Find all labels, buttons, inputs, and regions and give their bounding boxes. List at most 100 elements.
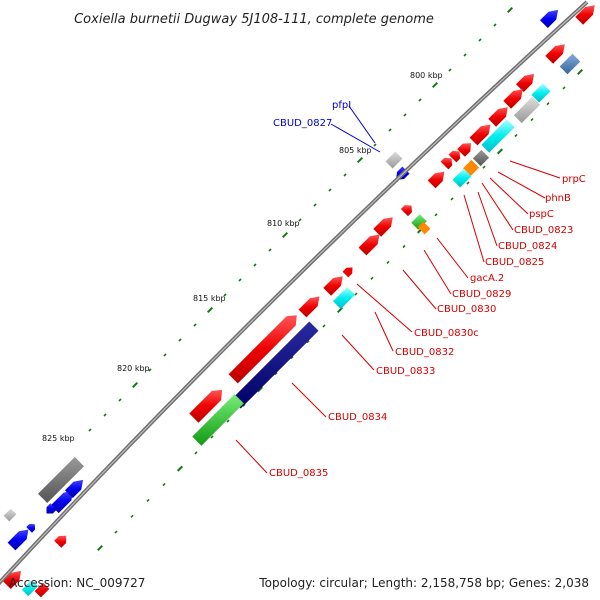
feature-red-e[interactable] (469, 124, 491, 146)
feature-orange-b[interactable] (417, 221, 431, 235)
feature-blue-e[interactable] (7, 529, 29, 551)
feature-red-CBUD_0833[interactable] (228, 315, 297, 384)
tick-row-inner-tick (497, 148, 503, 155)
tick-row-inner-tick (402, 244, 406, 249)
feature-red-l[interactable] (358, 234, 380, 256)
gene-features (3, 5, 595, 598)
feature-cyan-b[interactable] (481, 119, 515, 153)
feature-steel[interactable] (559, 53, 581, 75)
feature-cyan-d[interactable] (333, 287, 355, 309)
tick-row-inner-tick (576, 68, 584, 76)
tick-row-outer-tick (148, 368, 152, 372)
gene-label-CBUD_0833[interactable]: CBUD_0833 (376, 366, 435, 377)
tick-row-inner-tick (530, 118, 534, 122)
tick-row-outer-tick (493, 23, 497, 27)
gene-label-CBUD_0829[interactable]: CBUD_0829 (452, 289, 511, 300)
feature-red-r[interactable] (3, 570, 22, 589)
feature-blue-c[interactable] (65, 479, 84, 498)
leader-line-0 (509, 160, 561, 179)
tick-row-inner-tick (114, 530, 118, 534)
leader-line-9 (356, 283, 413, 333)
tick-row-outer-tick (206, 306, 214, 314)
tick-row-outer-tick (253, 263, 257, 267)
feature-cyan-c[interactable] (452, 168, 472, 188)
gene-label-CBUD_0830c[interactable]: CBUD_0830c (414, 328, 479, 339)
feature-navy-CBUD_0834[interactable] (231, 321, 319, 409)
gene-label-CBUD_0832[interactable]: CBUD_0832 (395, 347, 454, 358)
feature-red-b[interactable] (516, 73, 535, 92)
tick-row-outer-tick (448, 68, 452, 72)
gene-label-CBUD_0827[interactable]: CBUD_0827 (273, 118, 332, 129)
feature-blue-d[interactable] (46, 503, 57, 514)
tick-dots (88, 6, 584, 552)
feature-red-d[interactable] (488, 107, 508, 127)
feature-red-j[interactable] (400, 205, 412, 217)
scale-label-805: 805 kbp (339, 146, 372, 155)
feature-red-m[interactable] (342, 267, 353, 278)
feature-dark-b[interactable] (38, 457, 84, 503)
feature-green-CBUD_0835[interactable] (192, 394, 244, 446)
feature-red-a[interactable] (545, 44, 565, 64)
gene-label-CBUD_0835[interactable]: CBUD_0835 (269, 468, 328, 479)
gene-label-gacA2[interactable]: gacA.2 (470, 273, 504, 284)
feature-blue-f[interactable] (26, 523, 36, 533)
leader-line-1 (497, 171, 546, 199)
tick-row-inner-tick (194, 451, 198, 455)
tick-row-inner-tick (562, 86, 566, 90)
tick-row-outer-tick (506, 6, 514, 14)
gene-label-phnB[interactable]: phnB (545, 193, 571, 204)
gene-label-CBUD_0830[interactable]: CBUD_0830 (437, 304, 496, 315)
gene-label-pspC[interactable]: pspC (529, 209, 554, 220)
feature-red-f[interactable] (457, 143, 471, 157)
feature-red-p[interactable] (189, 389, 223, 423)
feature-blue-b[interactable] (50, 490, 74, 514)
feature-red-h[interactable] (440, 157, 453, 170)
tick-row-outer-tick (418, 98, 422, 102)
feature-red-o[interactable] (298, 296, 320, 318)
scale-label-810: 810 kbp (267, 219, 300, 228)
leader-line-8 (402, 269, 437, 310)
feature-green-a[interactable] (411, 214, 427, 230)
feature-red-g[interactable] (448, 150, 461, 163)
gene-labels-right: prpC phnB pspC CBUD_0823 CBUD_0824 CBUD_… (269, 174, 586, 479)
tick-row-outer-tick (103, 413, 107, 417)
feature-red-corner[interactable] (575, 5, 595, 25)
leader-line-11 (341, 334, 375, 371)
tick-row-inner-tick (434, 213, 438, 217)
feature-cyan-e[interactable] (21, 579, 39, 597)
scale-label-800: 800 kbp (410, 71, 443, 80)
feature-gray-b[interactable] (3, 508, 17, 522)
tick-row-inner-tick (514, 133, 518, 138)
leader-line-14 (348, 105, 376, 144)
tick-row-inner-tick (226, 419, 230, 423)
feature-red-i[interactable] (427, 171, 445, 189)
feature-red-k[interactable] (373, 217, 393, 237)
tick-row-outer-tick (178, 338, 182, 342)
feature-red-q[interactable] (54, 535, 67, 548)
gene-label-CBUD_0824[interactable]: CBUD_0824 (498, 241, 557, 252)
feature-red-c[interactable] (503, 89, 523, 109)
gene-label-CBUD_0823[interactable]: CBUD_0823 (514, 225, 573, 236)
scale-label-820: 820 kbp (117, 364, 150, 373)
tick-row-outer-tick (403, 113, 407, 117)
feature-cyan-a[interactable] (531, 83, 551, 103)
scale-label-825: 825 kbp (42, 434, 75, 443)
leader-line-7 (423, 249, 452, 295)
feature-red-s[interactable] (34, 582, 50, 598)
leader-line-10 (374, 311, 394, 352)
tick-row-outer-tick (131, 381, 139, 389)
feature-red-n[interactable] (323, 276, 343, 296)
gene-label-pfpI[interactable]: pfpI (332, 100, 351, 111)
tick-row-inner-tick (96, 544, 104, 552)
leader-line-15 (330, 123, 381, 153)
gene-label-CBUD_0825[interactable]: CBUD_0825 (485, 257, 544, 268)
feature-blue-top[interactable] (540, 9, 559, 28)
feature-dark-a[interactable] (472, 149, 490, 167)
feature-gray-pfpI[interactable] (385, 151, 403, 169)
gene-label-prpC[interactable]: prpC (562, 174, 586, 185)
tick-row-outer-tick (356, 156, 364, 164)
tick-row-inner-tick (354, 292, 358, 296)
gene-label-CBUD_0834[interactable]: CBUD_0834 (328, 412, 387, 423)
tick-row-inner-tick (336, 306, 344, 314)
feature-gray-a[interactable] (513, 96, 541, 124)
